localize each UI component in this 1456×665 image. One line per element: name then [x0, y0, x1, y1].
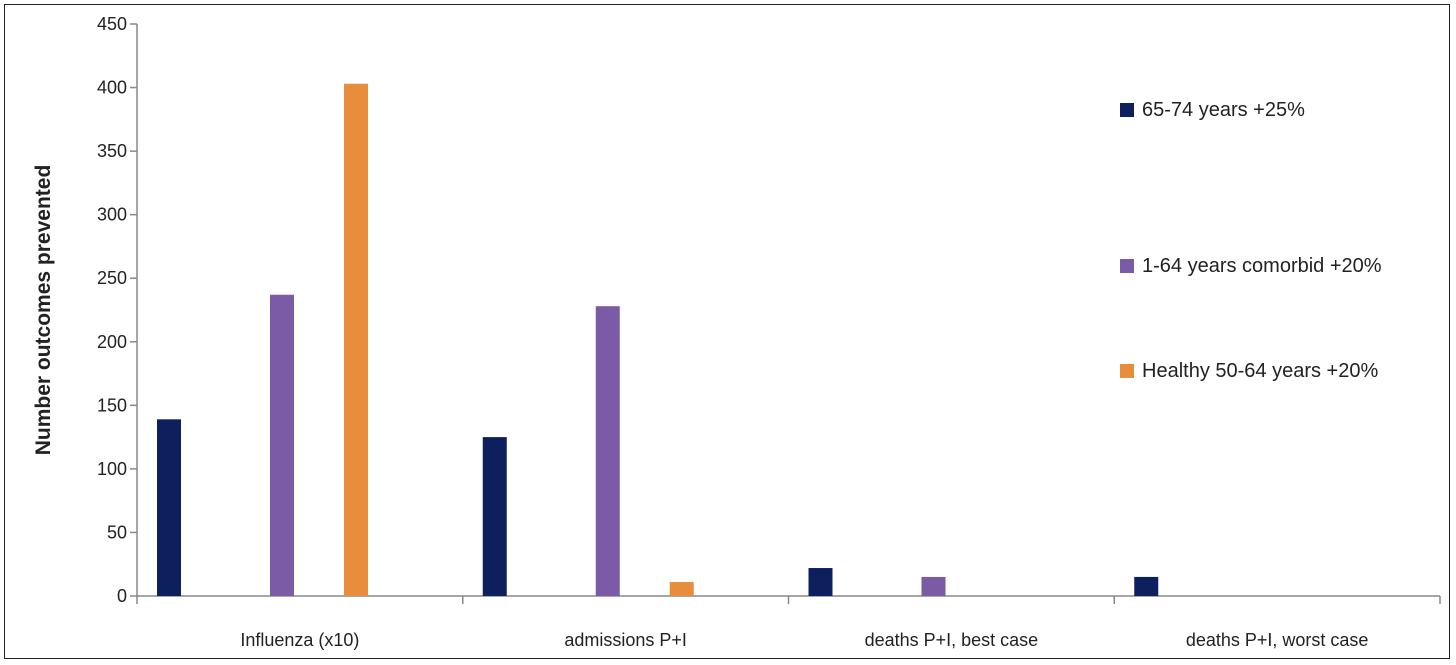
- legend-label: 1-64 years comorbid +20%: [1142, 255, 1382, 277]
- y-tick-label: 250: [97, 268, 127, 288]
- y-tick-label: 200: [97, 332, 127, 352]
- legend-swatch: [1120, 259, 1134, 273]
- x-category-label: admissions P+I: [564, 630, 687, 650]
- x-category-label: Influenza (x10): [240, 630, 359, 650]
- y-tick-label: 100: [97, 459, 127, 479]
- legend-swatch: [1120, 103, 1134, 117]
- y-axis-title: Number outcomes prevented: [32, 165, 55, 456]
- chart-frame: [4, 4, 1450, 659]
- bar: [921, 576, 946, 596]
- y-tick-label: 350: [97, 141, 127, 161]
- legend-swatch: [1120, 364, 1134, 378]
- y-tick-label: 150: [97, 395, 127, 415]
- bar: [669, 582, 694, 596]
- bar: [482, 437, 507, 596]
- y-tick-label: 0: [117, 586, 127, 606]
- bar: [808, 568, 833, 596]
- x-category-label: deaths P+I, best case: [865, 630, 1039, 650]
- bar: [270, 294, 294, 596]
- legend-label: Healthy 50-64 years +20%: [1142, 360, 1378, 382]
- legend: 65-74 years +25% 1-64 years comorbid +20%…: [1120, 99, 1382, 382]
- bar: [1134, 576, 1159, 596]
- legend-label: 65-74 years +25%: [1142, 99, 1305, 121]
- bars: [157, 83, 1159, 596]
- y-tick-label: 400: [97, 78, 127, 98]
- y-tick-label: 50: [107, 522, 127, 542]
- y-tick-label: 450: [97, 14, 127, 34]
- bar: [595, 306, 620, 596]
- y-tick-label: 300: [97, 205, 127, 225]
- bar: [344, 83, 368, 596]
- bar: [157, 419, 181, 596]
- x-category-label: deaths P+I, worst case: [1186, 630, 1369, 650]
